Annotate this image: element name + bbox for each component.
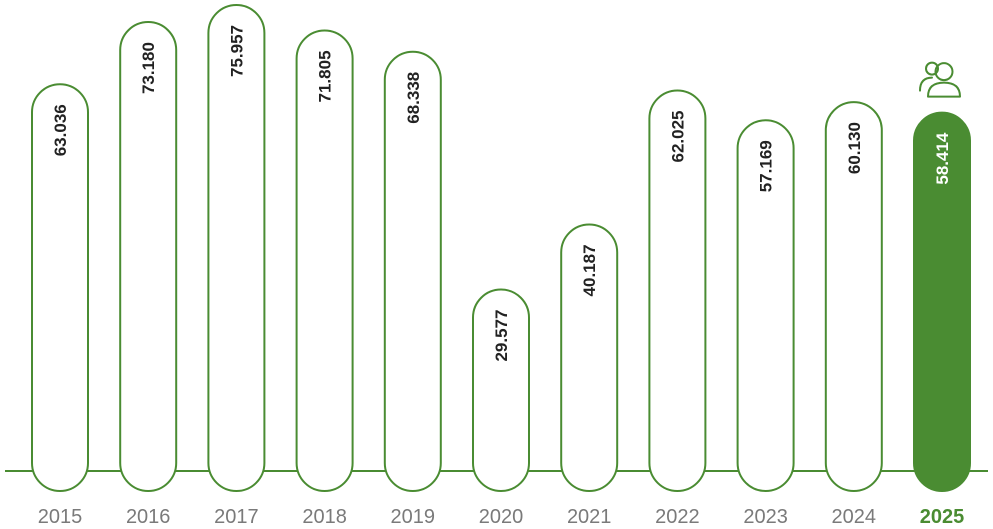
year-label-2022: 2022 <box>655 506 700 528</box>
year-label-2024: 2024 <box>832 506 877 528</box>
people-icon <box>919 61 961 98</box>
value-label-2020: 29.577 <box>492 310 511 362</box>
year-label-2018: 2018 <box>302 506 347 528</box>
bar-2023 <box>736 119 795 492</box>
value-label-2016: 73.180 <box>139 42 158 94</box>
value-label-2015: 63.036 <box>51 104 70 156</box>
bar-2024 <box>824 101 883 493</box>
year-label-2015: 2015 <box>38 506 83 528</box>
bar-2022 <box>648 89 707 493</box>
year-label-2020: 2020 <box>479 506 524 528</box>
value-label-2019: 68.338 <box>404 72 423 124</box>
bar-2020 <box>472 288 530 492</box>
year-label-2017: 2017 <box>214 506 259 528</box>
value-label-2022: 62.025 <box>668 110 687 162</box>
bar-2018 <box>295 29 354 493</box>
bar-2019 <box>383 50 442 492</box>
bar-2015 <box>31 83 89 492</box>
year-label-2016: 2016 <box>126 506 171 528</box>
bar-2025 <box>913 111 971 492</box>
value-label-2021: 40.187 <box>580 244 599 296</box>
bar-2016 <box>119 21 178 492</box>
bar-2017 <box>207 4 266 492</box>
value-label-2017: 75.957 <box>227 25 246 77</box>
year-label-2023: 2023 <box>743 506 788 528</box>
value-label-2024: 60.130 <box>845 122 864 174</box>
value-label-2018: 71.805 <box>316 50 335 102</box>
bar-2021 <box>560 223 619 492</box>
year-label-2025: 2025 <box>920 506 965 528</box>
value-label-2023: 57.169 <box>757 140 776 192</box>
year-label-2021: 2021 <box>567 506 612 528</box>
value-label-2025: 58.414 <box>933 132 952 185</box>
year-label-2019: 2019 <box>391 506 436 528</box>
